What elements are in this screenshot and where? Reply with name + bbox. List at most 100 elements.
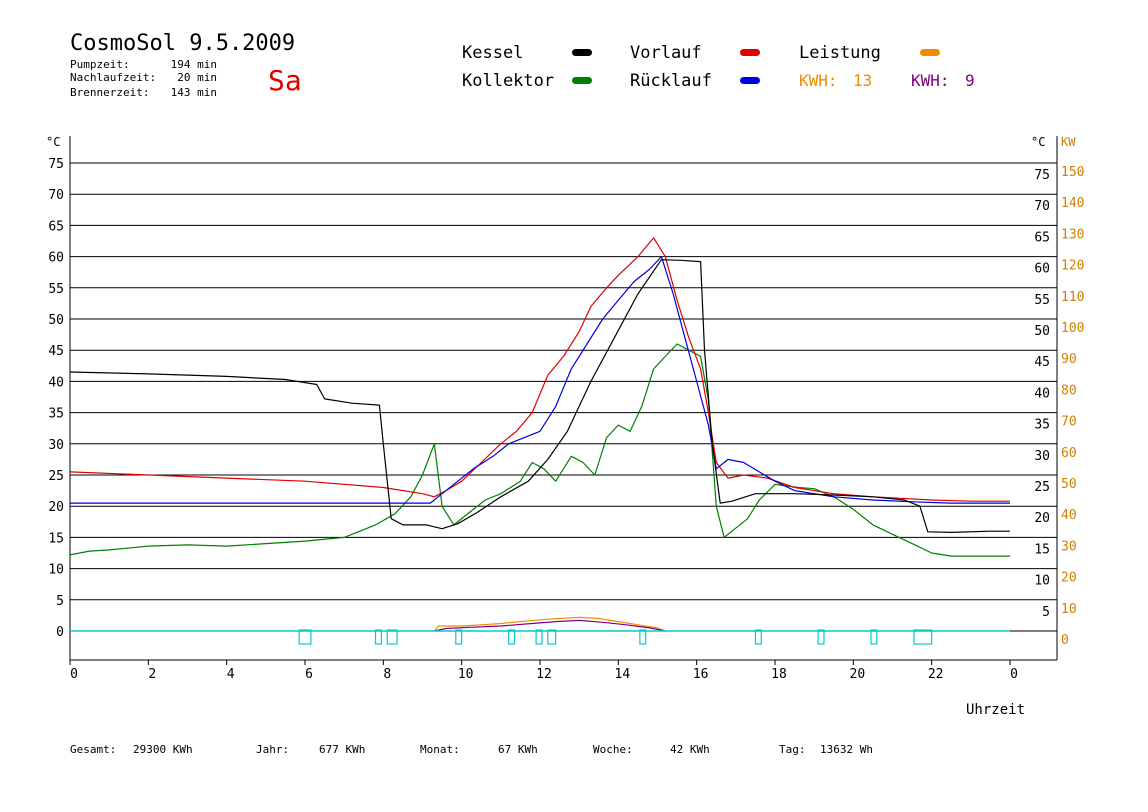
x-tick-label: 16 bbox=[693, 667, 709, 682]
pump-interval bbox=[639, 629, 647, 645]
y-tick-label-right: 70 bbox=[1034, 199, 1050, 214]
y-tick-label-right: 45 bbox=[1034, 355, 1050, 370]
pump-interval bbox=[817, 629, 825, 645]
stat-label: Pumpzeit: bbox=[70, 58, 130, 71]
x-tick-label: 6 bbox=[305, 667, 313, 682]
pump-interval bbox=[535, 629, 543, 645]
pump-interval bbox=[508, 629, 516, 645]
y-tick-label: 10 bbox=[48, 563, 64, 578]
pump-interval bbox=[870, 629, 878, 645]
legend-swatch bbox=[920, 49, 940, 56]
y-tick-label-right: 65 bbox=[1034, 230, 1050, 245]
power-tick-label: 70 bbox=[1061, 415, 1077, 430]
total-label: Woche: bbox=[593, 743, 633, 756]
pump-interval bbox=[547, 629, 557, 645]
x-tick-label: 18 bbox=[771, 667, 787, 682]
series-line bbox=[69, 237, 1010, 502]
x-tick-label: 12 bbox=[536, 667, 552, 682]
y-tick-label: 15 bbox=[48, 531, 64, 546]
legend-label: Rücklauf bbox=[630, 71, 712, 91]
power-tick-label: 50 bbox=[1061, 477, 1077, 492]
series-line bbox=[69, 259, 1010, 533]
x-tick-label: 4 bbox=[227, 667, 235, 682]
y-tick-label-right: 15 bbox=[1034, 542, 1050, 557]
power-tick-label: 150 bbox=[1061, 165, 1084, 180]
kwh-value: 9 bbox=[965, 71, 975, 90]
x-axis-label: Uhrzeit bbox=[966, 702, 1025, 718]
stat-value: 143 min bbox=[171, 86, 217, 99]
y-tick-label-right: 75 bbox=[1034, 168, 1050, 183]
total-label: Tag: bbox=[779, 743, 806, 756]
axis-ticks: 0510152025303540455055606570755101520253… bbox=[48, 157, 1084, 682]
total-value: 13632 Wh bbox=[820, 743, 873, 756]
y-tick-label-right: 55 bbox=[1034, 293, 1050, 308]
grid bbox=[69, 136, 1058, 661]
x-tick-label: 8 bbox=[383, 667, 391, 682]
x-tick-label: 2 bbox=[148, 667, 156, 682]
stat-label: Nachlaufzeit: bbox=[70, 71, 156, 84]
kwh-label: KWH: bbox=[911, 71, 950, 90]
power-tick-label: 100 bbox=[1061, 321, 1084, 336]
y-tick-label: 45 bbox=[48, 344, 64, 359]
legend-label: Vorlauf bbox=[630, 43, 702, 63]
legend-swatch bbox=[572, 49, 592, 56]
chart-title: CosmoSol 9.5.2009 bbox=[70, 31, 295, 56]
y-tick-label: 60 bbox=[48, 251, 64, 266]
pump-interval bbox=[455, 629, 463, 645]
total-label: Monat: bbox=[420, 743, 460, 756]
power-tick-label: 140 bbox=[1061, 196, 1084, 211]
power-tick-label: 20 bbox=[1061, 571, 1077, 586]
series-line bbox=[434, 619, 666, 632]
y-axis-label-left: °C bbox=[46, 135, 60, 149]
power-tick-label: 90 bbox=[1061, 352, 1077, 367]
kwh-label: KWH: bbox=[799, 71, 838, 90]
y-tick-label: 75 bbox=[48, 157, 64, 172]
day-label: Sa bbox=[268, 64, 302, 97]
total-value: 29300 KWh bbox=[133, 743, 193, 756]
legend-label: Leistung bbox=[799, 43, 881, 63]
y-tick-label: 0 bbox=[56, 625, 64, 640]
y-tick-label-right: 35 bbox=[1034, 418, 1050, 433]
stat-value: 20 min bbox=[177, 71, 217, 84]
x-tick-label: 20 bbox=[850, 667, 866, 682]
legend-label: Kessel bbox=[462, 43, 523, 63]
power-tick-label: 60 bbox=[1061, 446, 1077, 461]
total-label: Jahr: bbox=[256, 743, 289, 756]
y-tick-label: 55 bbox=[48, 282, 64, 297]
y-tick-label-right: 30 bbox=[1034, 449, 1050, 464]
footer-totals: Gesamt: 29300 KWh Jahr: 677 KWh Monat: 6… bbox=[70, 743, 873, 756]
total-label: Gesamt: bbox=[70, 743, 116, 756]
series-line bbox=[70, 256, 1010, 504]
plot-area bbox=[69, 237, 1010, 632]
total-value: 677 KWh bbox=[319, 743, 365, 756]
power-tick-label: 10 bbox=[1061, 602, 1077, 617]
kwh-value: 13 bbox=[853, 71, 872, 90]
y-tick-label-right: 10 bbox=[1034, 574, 1050, 589]
power-tick-label: 80 bbox=[1061, 383, 1077, 398]
y-tick-label-right: 5 bbox=[1042, 605, 1050, 620]
y-tick-label: 35 bbox=[48, 407, 64, 422]
power-tick-label: 120 bbox=[1061, 259, 1084, 274]
y-axis-label-power: KW bbox=[1061, 135, 1076, 149]
legend-swatch bbox=[740, 77, 760, 84]
stat-label: Brennerzeit: bbox=[70, 86, 149, 99]
pump-interval bbox=[913, 629, 933, 645]
legend-swatch bbox=[572, 77, 592, 84]
x-tick-label: 0 bbox=[1010, 667, 1018, 682]
y-tick-label: 30 bbox=[48, 438, 64, 453]
total-value: 42 KWh bbox=[670, 743, 710, 756]
pump-interval bbox=[374, 629, 382, 645]
y-tick-label: 50 bbox=[48, 313, 64, 328]
power-tick-label: 0 bbox=[1061, 633, 1069, 648]
x-tick-label: 14 bbox=[615, 667, 631, 682]
y-tick-label: 40 bbox=[48, 375, 64, 390]
power-tick-label: 30 bbox=[1061, 539, 1077, 554]
y-tick-label: 20 bbox=[48, 500, 64, 515]
series-line bbox=[69, 343, 1010, 557]
x-tick-label: 22 bbox=[928, 667, 944, 682]
y-tick-label-right: 20 bbox=[1034, 511, 1050, 526]
power-tick-label: 40 bbox=[1061, 508, 1077, 523]
x-tick-label: 10 bbox=[458, 667, 474, 682]
y-tick-label-right: 25 bbox=[1034, 480, 1050, 495]
